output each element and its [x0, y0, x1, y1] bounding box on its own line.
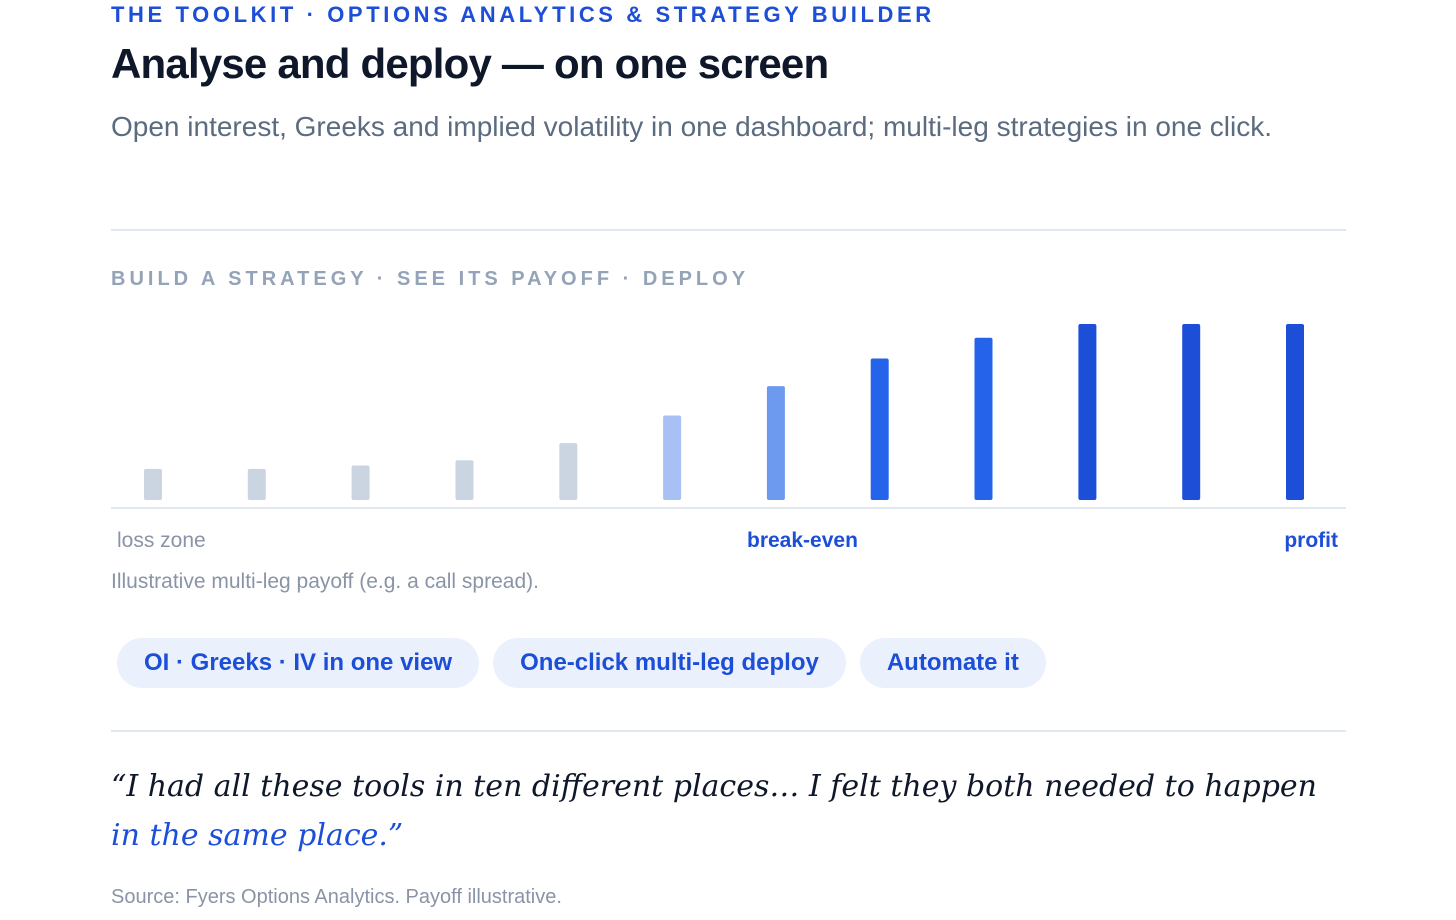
subhead: Open interest, Greeks and implied volati… — [111, 111, 1273, 142]
payoff-chart — [111, 310, 1346, 510]
payoff-bar — [247, 468, 266, 500]
page-title: Analyse and deploy — on one screen — [111, 40, 829, 87]
payoff-bar — [351, 465, 370, 500]
quote-text: “I had all these tools in ten different … — [111, 769, 1318, 804]
payoff-bar — [1078, 324, 1097, 500]
payoff-bar — [974, 337, 993, 500]
feature-pills: OI · Greeks · IV in one view One-click m… — [117, 638, 1046, 688]
section-label: BUILD A STRATEGY · SEE ITS PAYOFF · DEPL… — [111, 268, 750, 290]
pill-multi-leg-deploy[interactable]: One-click multi-leg deploy — [493, 638, 846, 688]
loss-zone-label: loss zone — [117, 529, 206, 552]
quote-highlight: in the same place.” — [111, 818, 404, 853]
profit-label: profit — [1284, 529, 1338, 552]
payoff-chart-svg — [111, 324, 1346, 509]
pill-oi-greeks-iv[interactable]: OI · Greeks · IV in one view — [117, 638, 480, 688]
divider-bottom — [111, 730, 1346, 732]
payoff-bar — [1182, 324, 1201, 500]
payoff-bar — [663, 415, 682, 500]
payoff-bar — [870, 358, 889, 500]
break-even-label: break-even — [747, 529, 858, 552]
payoff-bar — [766, 386, 785, 500]
payoff-bar — [455, 460, 474, 500]
pill-automate[interactable]: Automate it — [859, 638, 1046, 688]
payoff-bar — [1286, 324, 1304, 500]
payoff-bar — [559, 443, 578, 500]
divider-top — [111, 229, 1346, 231]
payoff-bar — [144, 468, 162, 500]
source-note: Source: Fyers Options Analytics. Payoff … — [111, 886, 562, 908]
chart-caption: Illustrative multi-leg payoff (e.g. a ca… — [111, 570, 539, 593]
testimonial-quote: “I had all these tools in ten different … — [111, 762, 1346, 860]
kicker: THE TOOLKIT · OPTIONS ANALYTICS & STRATE… — [111, 2, 935, 27]
